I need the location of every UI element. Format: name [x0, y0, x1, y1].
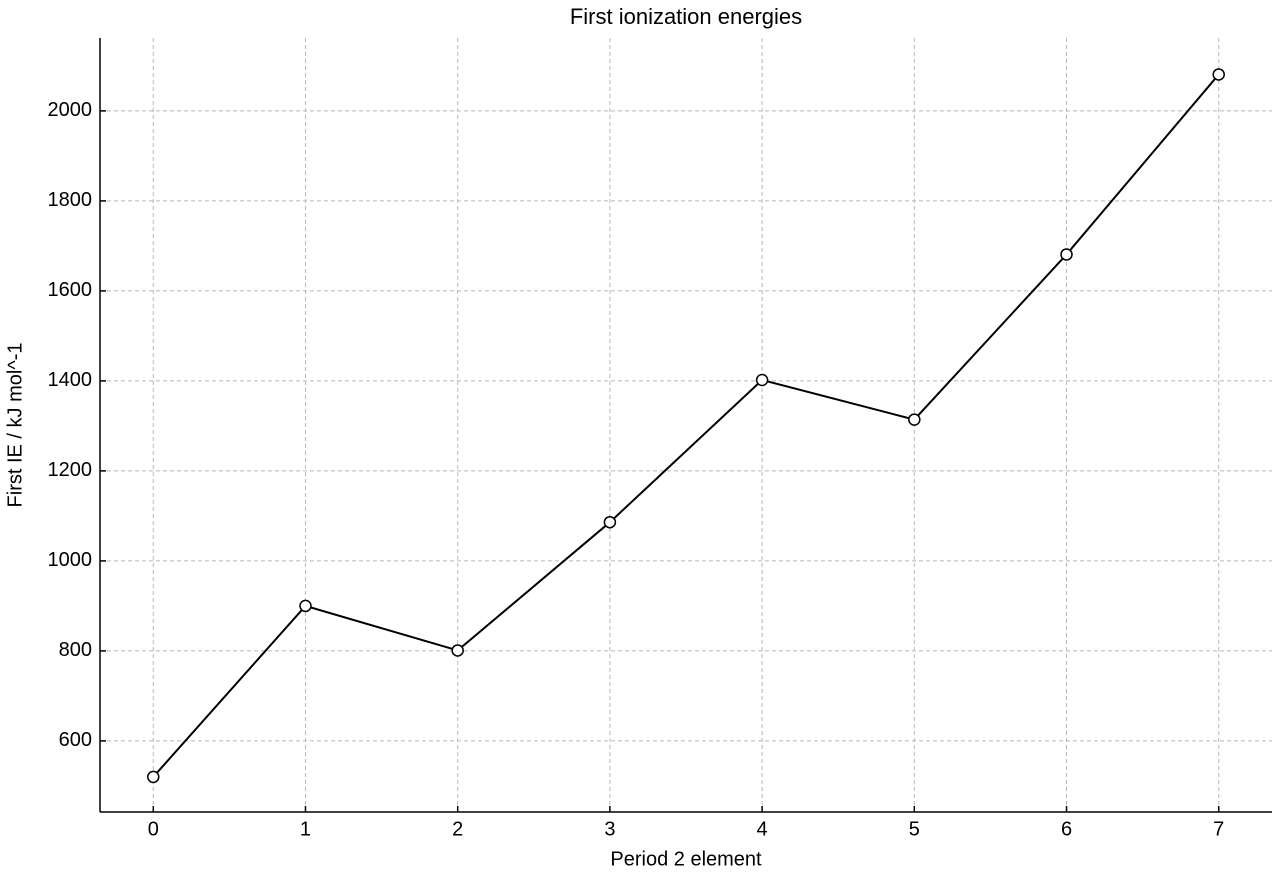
data-point: [1060, 248, 1073, 261]
y-tick-label: 1000: [48, 549, 93, 571]
data-point: [603, 515, 617, 529]
data-point: [908, 413, 921, 426]
data-point: [1212, 68, 1225, 81]
data-point: [451, 644, 464, 657]
x-tick-label: 2: [452, 818, 463, 840]
x-tick-label: 5: [909, 818, 920, 840]
y-tick-label: 800: [59, 639, 92, 661]
data-point: [299, 599, 312, 613]
y-tick-label: 2000: [48, 99, 93, 121]
data-line: [152, 73, 1220, 778]
x-tick-label: 6: [1061, 818, 1072, 840]
chart-title: First ionization energies: [570, 4, 802, 29]
data-point: [147, 770, 160, 784]
y-tick-label: 1600: [48, 279, 93, 301]
y-axis-label: First IE / kJ mol^-1: [4, 343, 26, 508]
x-axis-label: Period 2 element: [610, 848, 762, 870]
x-tick-label: 7: [1213, 818, 1224, 840]
x-tick-label: 1: [300, 818, 311, 840]
x-tick-label: 4: [757, 818, 768, 840]
data-point: [755, 373, 769, 387]
y-tick-label: 1400: [48, 369, 93, 391]
y-tick-label: 1800: [48, 189, 93, 211]
y-tick-label: 1200: [48, 459, 93, 481]
y-tick-label: 600: [59, 729, 92, 751]
x-tick-label: 3: [604, 818, 615, 840]
x-tick-label: 0: [148, 818, 159, 840]
